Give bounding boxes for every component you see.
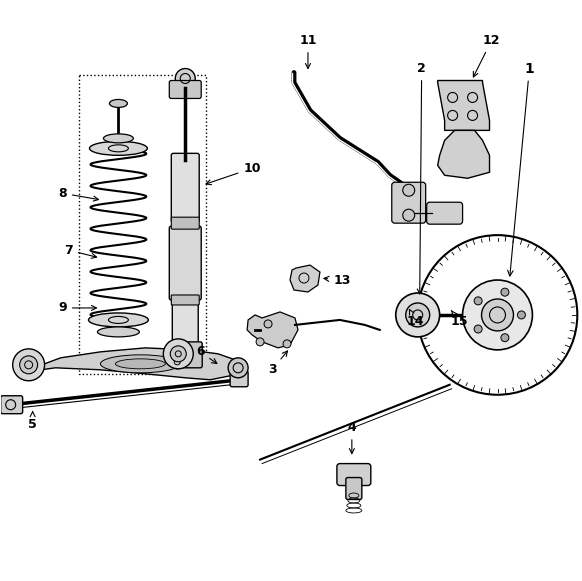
Polygon shape — [20, 348, 240, 380]
Polygon shape — [438, 130, 489, 178]
Circle shape — [501, 288, 509, 296]
Text: 4: 4 — [347, 421, 356, 454]
Text: 10: 10 — [206, 162, 261, 185]
Circle shape — [175, 69, 195, 88]
Ellipse shape — [104, 134, 133, 143]
Text: 7: 7 — [64, 243, 97, 259]
Circle shape — [463, 280, 533, 350]
FancyBboxPatch shape — [171, 295, 199, 305]
Text: 11: 11 — [299, 34, 317, 69]
Ellipse shape — [97, 327, 139, 337]
Circle shape — [474, 325, 482, 333]
Polygon shape — [247, 312, 298, 348]
Ellipse shape — [90, 141, 147, 155]
FancyBboxPatch shape — [171, 217, 199, 229]
Text: 5: 5 — [29, 412, 37, 431]
Text: 12: 12 — [473, 34, 501, 77]
Circle shape — [164, 339, 193, 369]
Circle shape — [228, 358, 248, 378]
Polygon shape — [290, 265, 320, 292]
Text: 14: 14 — [407, 310, 424, 328]
Text: 9: 9 — [58, 302, 97, 314]
Circle shape — [20, 356, 38, 374]
FancyBboxPatch shape — [427, 202, 463, 224]
Circle shape — [481, 299, 513, 331]
Polygon shape — [438, 81, 489, 130]
Circle shape — [264, 320, 272, 328]
Text: 15: 15 — [451, 310, 469, 328]
Circle shape — [406, 303, 430, 327]
FancyBboxPatch shape — [172, 300, 198, 349]
Circle shape — [13, 349, 45, 381]
Text: 2: 2 — [417, 62, 426, 294]
Circle shape — [283, 340, 291, 348]
FancyBboxPatch shape — [230, 371, 248, 387]
Circle shape — [396, 293, 439, 337]
Circle shape — [403, 184, 415, 196]
Ellipse shape — [101, 355, 180, 373]
Circle shape — [474, 297, 482, 305]
Ellipse shape — [88, 313, 148, 327]
Ellipse shape — [115, 359, 165, 369]
Circle shape — [171, 346, 186, 362]
Circle shape — [171, 355, 184, 369]
FancyBboxPatch shape — [337, 464, 371, 486]
Text: 1: 1 — [508, 62, 534, 276]
FancyBboxPatch shape — [1, 396, 23, 414]
Ellipse shape — [109, 99, 127, 107]
Circle shape — [256, 338, 264, 346]
FancyBboxPatch shape — [171, 153, 199, 222]
Circle shape — [403, 209, 415, 221]
FancyBboxPatch shape — [168, 342, 202, 368]
Text: 13: 13 — [324, 274, 350, 286]
Text: 3: 3 — [268, 351, 288, 376]
Text: 8: 8 — [58, 187, 98, 201]
Circle shape — [517, 311, 526, 319]
Text: 6: 6 — [196, 345, 217, 364]
FancyBboxPatch shape — [169, 226, 201, 300]
FancyBboxPatch shape — [169, 81, 201, 98]
FancyBboxPatch shape — [346, 478, 362, 500]
FancyBboxPatch shape — [392, 182, 425, 223]
Circle shape — [501, 333, 509, 342]
